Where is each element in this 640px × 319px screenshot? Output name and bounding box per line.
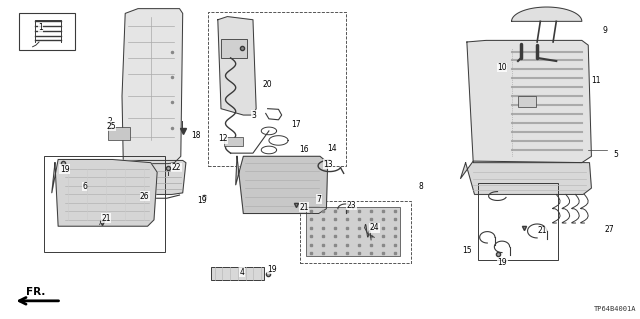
Text: 2: 2 xyxy=(108,117,113,126)
Polygon shape xyxy=(236,156,328,213)
Text: 8: 8 xyxy=(419,182,424,191)
Text: TP64B4001A: TP64B4001A xyxy=(594,306,636,312)
Polygon shape xyxy=(122,9,182,164)
Bar xyxy=(478,183,558,260)
Text: 19: 19 xyxy=(497,258,507,267)
Text: 20: 20 xyxy=(262,80,272,89)
Bar xyxy=(44,156,166,252)
Text: 6: 6 xyxy=(82,182,87,191)
Bar xyxy=(300,201,412,263)
Bar xyxy=(108,127,131,140)
Text: 21: 21 xyxy=(102,214,111,223)
Bar xyxy=(224,137,243,146)
Text: 4: 4 xyxy=(239,268,244,277)
Polygon shape xyxy=(218,17,256,115)
Text: 19: 19 xyxy=(268,264,277,274)
Polygon shape xyxy=(106,160,186,195)
Text: 24: 24 xyxy=(370,223,380,232)
Polygon shape xyxy=(461,161,591,195)
Text: 21: 21 xyxy=(537,226,547,235)
Text: 19: 19 xyxy=(198,196,207,205)
Text: FR.: FR. xyxy=(26,287,45,297)
Bar xyxy=(211,268,264,280)
Bar xyxy=(19,13,75,50)
Polygon shape xyxy=(511,7,582,21)
Text: 3: 3 xyxy=(252,111,256,120)
Polygon shape xyxy=(467,41,591,163)
Text: 22: 22 xyxy=(172,163,181,172)
Text: 13: 13 xyxy=(323,160,333,169)
Text: 27: 27 xyxy=(604,225,614,234)
Text: 25: 25 xyxy=(106,122,116,131)
Text: 5: 5 xyxy=(614,150,619,159)
Text: 10: 10 xyxy=(497,63,507,72)
Text: 23: 23 xyxy=(347,201,356,210)
Text: 16: 16 xyxy=(300,145,309,154)
Text: 26: 26 xyxy=(140,191,150,201)
Text: 1: 1 xyxy=(38,23,43,32)
Polygon shape xyxy=(52,160,157,226)
Bar xyxy=(221,39,246,58)
Text: 11: 11 xyxy=(591,76,601,85)
Bar xyxy=(306,207,401,256)
Text: 14: 14 xyxy=(328,144,337,153)
Text: 12: 12 xyxy=(218,134,227,143)
Text: 21: 21 xyxy=(300,203,309,211)
Text: 19: 19 xyxy=(60,165,69,174)
Bar xyxy=(518,96,536,107)
Bar xyxy=(208,12,346,166)
Text: 9: 9 xyxy=(602,26,607,35)
Text: 7: 7 xyxy=(316,195,321,204)
Text: 15: 15 xyxy=(462,246,472,255)
Text: 17: 17 xyxy=(291,120,301,129)
Text: 18: 18 xyxy=(191,131,200,140)
